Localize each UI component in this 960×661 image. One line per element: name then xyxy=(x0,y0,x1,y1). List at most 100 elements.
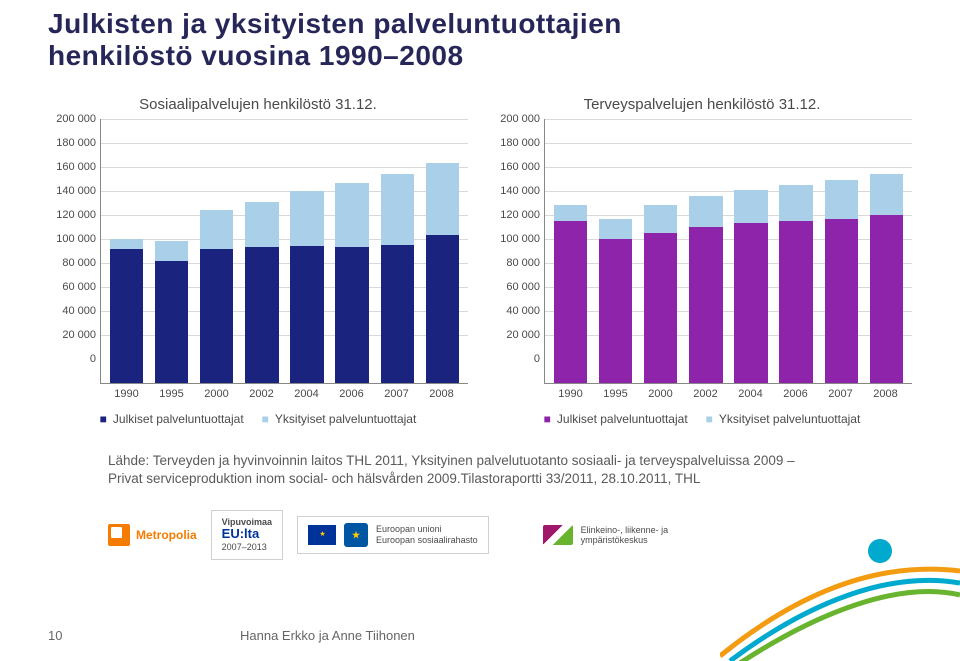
bar-slot xyxy=(153,119,189,383)
bar-segment xyxy=(200,210,233,248)
title-line-1: Julkisten ja yksityisten palveluntuottaj… xyxy=(48,8,622,39)
y-tick-label: 140 000 xyxy=(500,185,540,197)
bars-container xyxy=(545,119,912,383)
x-tick-label: 2000 xyxy=(642,388,678,400)
bar-segment xyxy=(290,191,323,246)
stacked-bar xyxy=(689,196,722,383)
y-tick-label: 60 000 xyxy=(62,281,96,293)
bar-segment xyxy=(200,249,233,383)
bar-segment xyxy=(426,163,459,235)
x-tick-label: 2008 xyxy=(867,388,903,400)
logo-vipuvoimaa: Vipuvoimaa EU:lta 2007–2013 xyxy=(211,510,283,560)
bar-segment xyxy=(381,245,414,383)
bar-slot xyxy=(597,119,633,383)
bar-segment xyxy=(554,221,587,383)
y-axis-labels: 020 00040 00060 00080 000100 000120 0001… xyxy=(48,119,100,384)
bar-segment xyxy=(734,223,767,383)
y-tick-label: 180 000 xyxy=(500,137,540,149)
plot-area xyxy=(544,119,912,384)
bar-segment xyxy=(554,205,587,221)
bar-slot xyxy=(733,119,769,383)
bar-segment xyxy=(825,219,858,383)
logo-ely: Elinkeino-, liikenne- ja ympäristökeskus xyxy=(543,525,669,545)
bar-segment xyxy=(599,239,632,383)
bar-segment xyxy=(381,174,414,245)
y-tick-label: 200 000 xyxy=(500,113,540,125)
y-tick-label: 60 000 xyxy=(506,281,540,293)
logo-eu: ★ Euroopan unioni Euroopan sosiaalirahas… xyxy=(297,516,489,554)
eu-l2: Euroopan sosiaalirahasto xyxy=(376,535,478,545)
bar-segment xyxy=(599,219,632,239)
x-tick-label: 2002 xyxy=(687,388,723,400)
bar-segment xyxy=(335,247,368,383)
bar-slot xyxy=(823,119,859,383)
ely-mark-icon xyxy=(543,525,573,545)
eu-text: Euroopan unioni Euroopan sosiaalirahasto xyxy=(376,524,478,545)
vipu-l2: EU:lta xyxy=(222,527,272,542)
x-tick-label: 2000 xyxy=(198,388,234,400)
stacked-bar xyxy=(381,174,414,383)
bar-segment xyxy=(779,185,812,221)
authors: Hanna Erkko ja Anne Tiihonen xyxy=(240,628,415,643)
chart-legend: ■Julkiset palveluntuottajat■Yksityiset p… xyxy=(48,412,468,426)
title-line-2: henkilöstö vuosina 1990–2008 xyxy=(48,40,464,71)
bar-segment xyxy=(734,190,767,224)
eu-flag-icon xyxy=(308,525,336,545)
stacked-bar xyxy=(245,202,278,383)
stacked-bar xyxy=(825,180,858,383)
y-tick-label: 0 xyxy=(90,353,96,365)
stacked-bar xyxy=(110,239,143,383)
legend-bullet-icon: ■ xyxy=(100,412,107,426)
legend-label: Yksityiset palveluntuottajat xyxy=(275,412,416,426)
legend-bullet-icon: ■ xyxy=(706,412,713,426)
ely-l1: Elinkeino-, liikenne- ja xyxy=(581,525,669,535)
stacked-bar xyxy=(734,190,767,383)
x-tick-label: 1995 xyxy=(597,388,633,400)
stacked-bar xyxy=(554,205,587,383)
esr-icon: ★ xyxy=(344,523,368,547)
chart-title: Terveyspalvelujen henkilöstö 31.12. xyxy=(492,96,912,113)
bar-slot xyxy=(289,119,325,383)
stacked-bar xyxy=(779,185,812,383)
legend-label: Julkiset palveluntuottajat xyxy=(557,412,688,426)
bar-segment xyxy=(335,183,368,248)
x-tick-label: 2006 xyxy=(333,388,369,400)
stacked-bar xyxy=(335,183,368,383)
x-tick-label: 2006 xyxy=(777,388,813,400)
stacked-bar xyxy=(426,163,459,383)
x-tick-label: 2007 xyxy=(822,388,858,400)
bar-segment xyxy=(689,196,722,227)
metropolia-label: Metropolia xyxy=(136,528,197,542)
x-tick-label: 2008 xyxy=(423,388,459,400)
y-tick-label: 80 000 xyxy=(506,257,540,269)
y-tick-label: 0 xyxy=(534,353,540,365)
footer-logos: Metropolia Vipuvoimaa EU:lta 2007–2013 ★… xyxy=(108,510,668,560)
right-chart: Terveyspalvelujen henkilöstö 31.12.020 0… xyxy=(492,96,912,426)
swoosh-decoration xyxy=(720,501,960,661)
bar-segment xyxy=(870,174,903,215)
bar-segment xyxy=(245,202,278,248)
legend-bullet-icon: ■ xyxy=(544,412,551,426)
ely-text: Elinkeino-, liikenne- ja ympäristökeskus xyxy=(581,525,669,545)
bar-slot xyxy=(552,119,588,383)
bar-segment xyxy=(779,221,812,383)
bar-segment xyxy=(426,235,459,383)
legend-item: ■Yksityiset palveluntuottajat xyxy=(706,412,861,426)
stacked-bar xyxy=(200,210,233,383)
y-tick-label: 140 000 xyxy=(56,185,96,197)
slide-page: Julkisten ja yksityisten palveluntuottaj… xyxy=(0,0,960,661)
y-tick-label: 80 000 xyxy=(62,257,96,269)
bar-segment xyxy=(870,215,903,383)
y-tick-label: 160 000 xyxy=(56,161,96,173)
stacked-bar xyxy=(155,241,188,383)
bar-segment xyxy=(245,247,278,383)
vipuvoimaa-text: Vipuvoimaa EU:lta 2007–2013 xyxy=(222,517,272,553)
plot-area xyxy=(100,119,468,384)
logo-metropolia: Metropolia xyxy=(108,524,197,546)
bar-segment xyxy=(110,249,143,383)
bar-segment xyxy=(825,180,858,218)
legend-bullet-icon: ■ xyxy=(262,412,269,426)
source-line-1: Lähde: Terveyden ja hyvinvoinnin laitos … xyxy=(108,453,795,468)
x-tick-label: 2007 xyxy=(378,388,414,400)
page-number: 10 xyxy=(48,628,62,643)
